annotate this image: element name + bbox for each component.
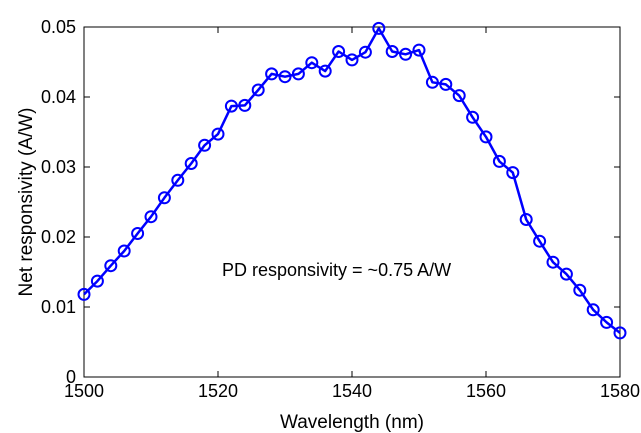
data-point (452, 89, 466, 103)
y-tick-label: 0 (66, 367, 76, 387)
data-point (251, 83, 265, 97)
data-point (573, 283, 587, 297)
data-point (479, 130, 493, 144)
x-tick-label: 1540 (332, 381, 372, 401)
data-point (600, 315, 614, 329)
data-point (144, 210, 158, 224)
data-point (224, 99, 238, 113)
data-point (385, 45, 399, 58)
data-point (117, 244, 131, 258)
data-point (90, 274, 104, 288)
data-point (184, 157, 198, 170)
data-point (506, 166, 520, 180)
series-layer (77, 21, 627, 340)
data-point (466, 110, 480, 124)
data-point (305, 56, 319, 70)
data-point (77, 287, 91, 301)
data-point (533, 234, 547, 248)
x-tick-label: 1520 (198, 381, 238, 401)
data-point (332, 45, 346, 58)
data-point (211, 127, 225, 141)
y-tick-label: 0.04 (41, 87, 76, 107)
data-point (613, 326, 627, 340)
data-point (291, 67, 305, 81)
data-point (519, 213, 533, 226)
data-point (412, 43, 426, 57)
data-point (559, 267, 573, 281)
y-axis-label: Net responsivity (A/W) (16, 108, 37, 297)
data-point (345, 53, 359, 67)
y-tick-label: 0.03 (41, 157, 76, 177)
x-tick-label: 1560 (466, 381, 506, 401)
y-tick-label: 0.01 (41, 297, 76, 317)
data-point (425, 75, 439, 89)
x-tick-label: 1500 (64, 381, 104, 401)
data-point (586, 303, 600, 317)
data-point (238, 98, 252, 112)
annotation-text: PD responsivity = ~0.75 A/W (222, 260, 451, 280)
plot-area (83, 26, 621, 378)
data-point (131, 227, 145, 240)
data-point (157, 191, 171, 205)
y-tick-label: 0.02 (41, 227, 76, 247)
x-axis-ticks: 1500 1520 1540 1560 1580 (64, 27, 640, 401)
data-point (198, 138, 212, 152)
data-point (318, 64, 332, 78)
x-axis-label: Wavelength (nm) (280, 412, 424, 433)
y-axis-ticks: 0 0.01 0.02 0.03 0.04 0.05 (41, 17, 620, 387)
data-point (265, 67, 279, 81)
data-point (278, 70, 292, 84)
y-tick-label: 0.05 (41, 17, 76, 37)
data-point (399, 47, 413, 61)
data-point (171, 173, 185, 187)
data-point (546, 255, 560, 269)
data-point (492, 154, 506, 168)
data-point (372, 21, 386, 35)
data-point (104, 259, 118, 273)
data-point (358, 45, 372, 59)
data-point (439, 77, 453, 91)
x-tick-label: 1580 (600, 381, 640, 401)
series-line (83, 27, 621, 334)
